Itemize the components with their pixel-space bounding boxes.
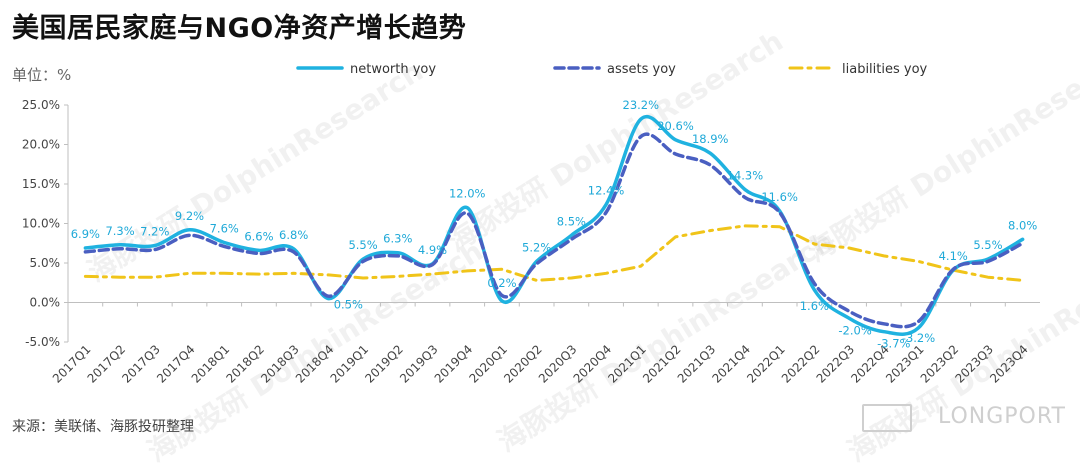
data-label: 4.1% bbox=[939, 249, 968, 263]
data-label: 8.5% bbox=[557, 214, 586, 228]
data-label: 20.6% bbox=[657, 119, 694, 133]
y-tick-label: 15.0% bbox=[22, 177, 60, 191]
data-label: -3.7% bbox=[877, 337, 910, 351]
data-labels: 6.9% 7.3% 7.2% 9.2% 7.6% 6.6% 6.8% 0.5% 5.5% 6.3%… bbox=[71, 98, 1038, 351]
data-label: 0.2% bbox=[487, 276, 516, 290]
data-label: 5.5% bbox=[973, 238, 1002, 252]
brand-logo-icon bbox=[862, 404, 912, 432]
data-label: -3.2% bbox=[902, 331, 935, 345]
data-label: 5.2% bbox=[522, 240, 551, 254]
y-tick-label: 5.0% bbox=[30, 256, 61, 270]
series-lines bbox=[83, 115, 1025, 336]
data-label: 6.9% bbox=[71, 227, 100, 241]
legend-label: assets yoy bbox=[607, 62, 676, 77]
y-tick-label: 25.0% bbox=[22, 98, 60, 112]
x-tick-label: 2023Q4 bbox=[987, 342, 1031, 386]
chart-title: 美国居民家庭与NGO净资产增长趋势 bbox=[12, 13, 467, 44]
data-label: 23.2% bbox=[623, 98, 660, 112]
y-tick-label: 0.0% bbox=[30, 296, 61, 310]
data-label: 14.3% bbox=[727, 169, 764, 183]
data-label: 18.9% bbox=[692, 132, 729, 146]
data-label: 1.6% bbox=[800, 299, 829, 313]
legend-label: liabilities yoy bbox=[842, 62, 928, 77]
data-label: 12.0% bbox=[449, 187, 486, 201]
data-label: 6.6% bbox=[244, 229, 273, 243]
data-label: 9.2% bbox=[175, 209, 204, 223]
unit-label: 单位：% bbox=[12, 66, 72, 84]
legend: networth yoy assets yoy liabilities yoy bbox=[296, 62, 928, 77]
data-label: 0.5% bbox=[334, 298, 363, 312]
series-line-assets bbox=[83, 132, 1025, 329]
legend-label: networth yoy bbox=[350, 62, 436, 77]
brand-logo: LONGPORT bbox=[937, 404, 1066, 429]
data-label: 7.6% bbox=[210, 221, 239, 235]
data-label: 12.4% bbox=[588, 184, 625, 198]
source-note: 来源：美联储、海豚投研整理 bbox=[12, 419, 194, 435]
line-chart: networth yoy assets yoy liabilities yoy 25… bbox=[22, 62, 1040, 386]
y-tick-label: 20.0% bbox=[22, 138, 60, 152]
data-label: 7.2% bbox=[140, 225, 169, 239]
series-line-networth bbox=[83, 115, 1025, 336]
data-label: 6.8% bbox=[279, 228, 308, 242]
data-label: 8.0% bbox=[1008, 218, 1037, 232]
data-label: -2.0% bbox=[838, 323, 871, 337]
data-label: 5.5% bbox=[348, 238, 377, 252]
y-tick-label: 10.0% bbox=[22, 217, 60, 231]
data-label: 11.6% bbox=[761, 190, 798, 204]
y-tick-label: -5.0% bbox=[25, 335, 60, 349]
data-label: 7.3% bbox=[105, 224, 134, 238]
y-axis: 25.0% 20.0% 15.0% 10.0% 5.0% 0.0% -5.0% bbox=[22, 98, 69, 349]
data-label: 4.9% bbox=[418, 243, 447, 257]
data-label: 6.3% bbox=[383, 232, 412, 246]
series-line-liabilities bbox=[83, 224, 1025, 282]
